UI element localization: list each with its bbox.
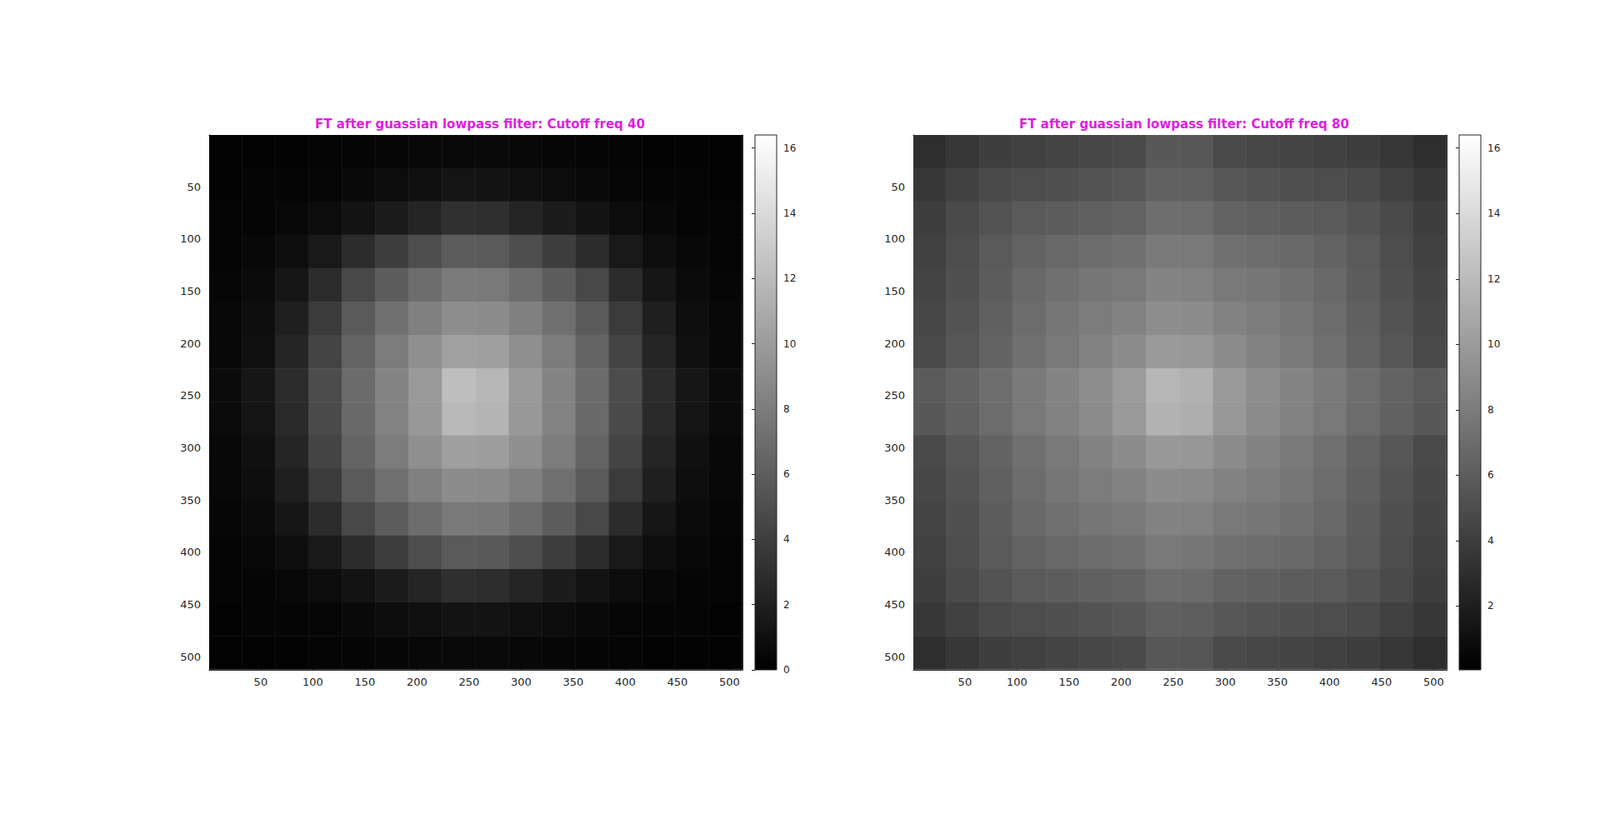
svg-text:12: 12 (783, 272, 796, 285)
svg-text:450: 450 (666, 675, 688, 689)
svg-text:150: 150 (180, 285, 201, 298)
svg-text:250: 250 (180, 389, 201, 402)
svg-text:450: 450 (1370, 675, 1392, 689)
svg-text:200: 200 (406, 675, 428, 689)
svg-text:14: 14 (1487, 207, 1500, 220)
svg-text:FT after guassian lowpass filt: FT after guassian lowpass filter: Cutoff… (1019, 116, 1350, 132)
svg-text:450: 450 (180, 598, 201, 611)
svg-text:300: 300 (1215, 675, 1236, 689)
svg-text:350: 350 (180, 494, 201, 507)
svg-text:50: 50 (890, 180, 905, 194)
svg-text:350: 350 (1266, 675, 1288, 689)
svg-text:350: 350 (562, 675, 584, 689)
svg-text:150: 150 (884, 285, 905, 298)
svg-text:50: 50 (186, 180, 201, 194)
svg-text:4: 4 (1487, 535, 1495, 547)
svg-text:250: 250 (458, 675, 480, 689)
svg-text:2: 2 (1487, 600, 1495, 612)
svg-text:100: 100 (884, 232, 905, 245)
svg-text:250: 250 (1162, 675, 1184, 689)
svg-text:6: 6 (1487, 469, 1495, 481)
svg-text:250: 250 (884, 389, 905, 402)
svg-text:200: 200 (1110, 675, 1132, 689)
svg-text:0: 0 (783, 664, 790, 676)
svg-text:50: 50 (958, 675, 973, 689)
svg-text:500: 500 (719, 675, 740, 689)
svg-text:8: 8 (783, 403, 790, 415)
svg-text:200: 200 (180, 337, 201, 350)
svg-text:6: 6 (783, 468, 790, 480)
svg-text:10: 10 (1487, 338, 1500, 350)
svg-text:400: 400 (180, 545, 201, 559)
svg-text:350: 350 (884, 494, 905, 507)
svg-text:150: 150 (1058, 675, 1080, 689)
svg-text:300: 300 (510, 675, 532, 689)
svg-text:100: 100 (180, 232, 201, 245)
svg-text:8: 8 (1487, 404, 1495, 416)
svg-text:10: 10 (783, 338, 796, 350)
svg-text:400: 400 (884, 545, 905, 559)
svg-text:450: 450 (884, 598, 905, 611)
svg-text:500: 500 (884, 650, 905, 664)
svg-text:2: 2 (783, 599, 790, 611)
svg-text:FT after guassian lowpass filt: FT after guassian lowpass filter: Cutoff… (315, 116, 645, 132)
svg-text:50: 50 (254, 675, 269, 689)
svg-text:12: 12 (1487, 273, 1500, 285)
svg-text:400: 400 (1319, 675, 1340, 689)
svg-text:16: 16 (783, 142, 796, 155)
svg-text:100: 100 (302, 675, 324, 689)
svg-text:16: 16 (1487, 142, 1500, 155)
svg-text:4: 4 (783, 533, 790, 545)
svg-text:500: 500 (1423, 675, 1445, 689)
svg-text:14: 14 (783, 207, 796, 220)
svg-text:400: 400 (615, 675, 636, 689)
svg-text:150: 150 (354, 675, 375, 689)
svg-text:500: 500 (180, 650, 201, 664)
svg-text:300: 300 (180, 441, 201, 455)
svg-text:100: 100 (1006, 675, 1028, 689)
svg-text:300: 300 (884, 441, 905, 455)
svg-text:200: 200 (884, 337, 905, 350)
